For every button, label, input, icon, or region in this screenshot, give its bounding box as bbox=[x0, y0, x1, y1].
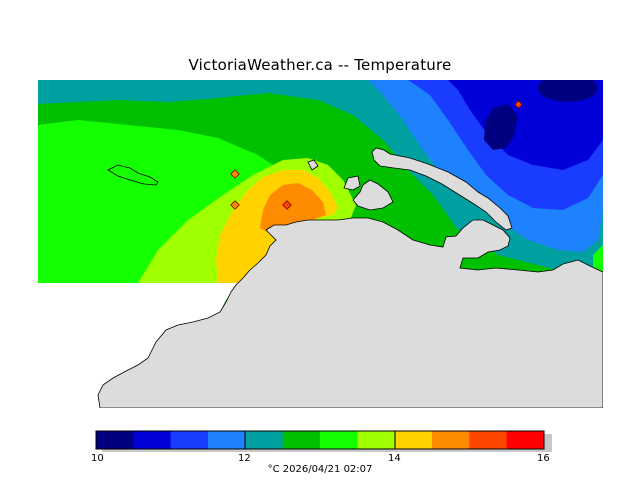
legend-swatch bbox=[432, 431, 470, 449]
legend-swatch bbox=[506, 431, 545, 449]
band-14-14.5 bbox=[260, 183, 326, 235]
spit bbox=[371, 147, 513, 231]
land-mass bbox=[97, 217, 603, 408]
map-title: VictoriaWeather.ca -- Temperature bbox=[188, 56, 452, 74]
band-below-10-core-west bbox=[484, 104, 518, 150]
band-10-10.5 bbox=[448, 80, 603, 170]
legend-swatch bbox=[208, 431, 246, 449]
islet-north bbox=[307, 159, 319, 171]
band-below-10-core-east bbox=[538, 80, 598, 102]
legend-swatch bbox=[133, 431, 172, 449]
legend-tick-14: 14 bbox=[388, 453, 401, 464]
temperature-map[interactable] bbox=[38, 80, 603, 408]
peninsula-north bbox=[352, 179, 394, 211]
legend-tick-10: 10 bbox=[91, 453, 104, 464]
island-west bbox=[107, 164, 159, 186]
legend-tick-16: 16 bbox=[537, 453, 550, 464]
legend-swatch bbox=[245, 431, 284, 449]
legend-swatch bbox=[170, 431, 209, 449]
legend-swatch bbox=[394, 431, 433, 449]
legend-swatch bbox=[357, 431, 396, 449]
station-marker[interactable] bbox=[230, 169, 240, 179]
legend-swatch bbox=[320, 431, 358, 449]
legend-tick-12: 12 bbox=[238, 453, 251, 464]
peninsula-northeast bbox=[343, 175, 361, 191]
footer-caption: °C 2026/04/21 02:07 bbox=[267, 464, 373, 475]
station-marker[interactable] bbox=[230, 200, 240, 210]
station-marker[interactable] bbox=[514, 100, 523, 109]
legend-swatch bbox=[469, 431, 508, 449]
legend-swatch bbox=[282, 431, 321, 449]
no-data-region bbox=[38, 283, 238, 408]
legend-swatch bbox=[96, 431, 134, 449]
station-marker[interactable] bbox=[282, 200, 292, 210]
